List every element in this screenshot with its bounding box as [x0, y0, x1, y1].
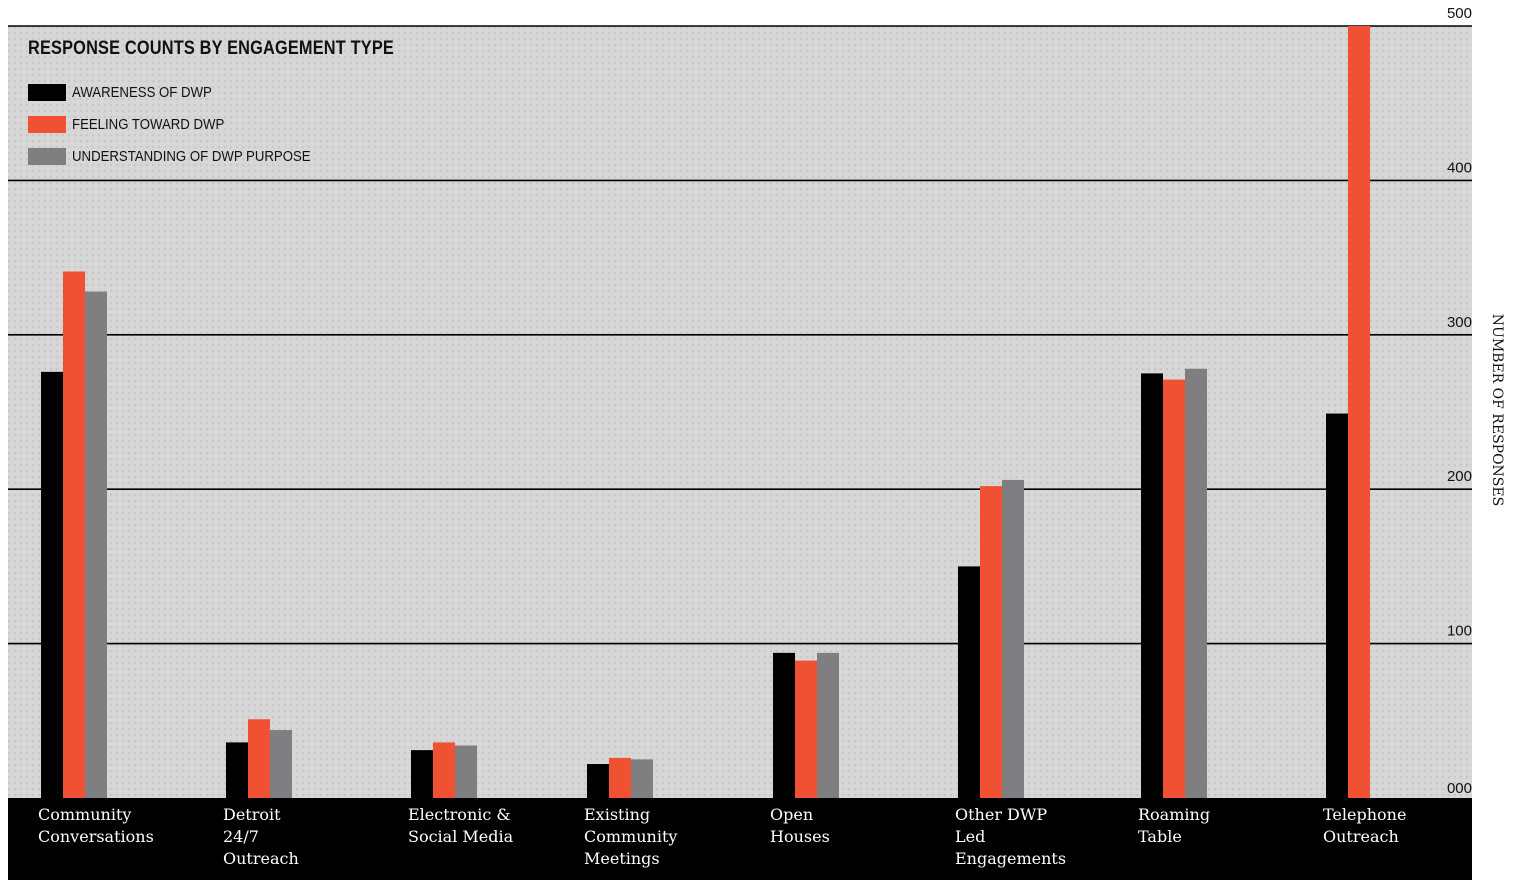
x-tick-label-line: Existing [584, 805, 650, 824]
bar [1141, 373, 1163, 798]
y-axis-label: NUMBER OF RESPONSES [1489, 313, 1505, 507]
x-tick-label-line: Conversations [38, 827, 154, 846]
bar [63, 271, 85, 799]
bar [41, 371, 63, 798]
bar [587, 764, 609, 798]
y-tick-label: 500 [1447, 5, 1472, 22]
bar [817, 652, 839, 798]
bar [226, 742, 248, 798]
x-tick-label-line: Outreach [1323, 827, 1399, 846]
x-tick-label-line: Electronic & [408, 805, 511, 824]
x-tick-label-line: Engagements [955, 849, 1066, 868]
y-tick-label: 200 [1447, 468, 1472, 485]
chart-title: RESPONSE COUNTS BY ENGAGEMENT TYPE [28, 38, 394, 59]
legend-item-understanding: UNDERSTANDING OF DWP PURPOSE [28, 140, 343, 172]
x-tick-label-line: 24/7 [223, 827, 259, 846]
x-tick-label-line: Community [584, 827, 677, 846]
bar [411, 750, 433, 798]
x-tick-label: Telephone Outreach [1323, 805, 1406, 846]
x-tick-label-line: Roaming [1138, 805, 1210, 824]
y-tick-label: 400 [1447, 159, 1472, 176]
background-photo [8, 26, 1472, 798]
x-tick-label-line: Other DWP [955, 805, 1047, 824]
bar [1163, 379, 1185, 798]
x-tick-label-line: Community [38, 805, 131, 824]
y-tick-label: 100 [1447, 623, 1472, 640]
x-tick-label-line: Open [770, 805, 813, 824]
x-axis-band [8, 798, 1472, 880]
legend-label-understanding: UNDERSTANDING OF DWP PURPOSE [72, 147, 311, 165]
legend-swatch-feeling [28, 115, 66, 133]
bar [631, 759, 653, 798]
x-tick-label-line: Led [955, 827, 985, 846]
legend-swatch-understanding [28, 147, 66, 165]
bar [455, 745, 477, 798]
y-tick-label: 000 [1447, 780, 1472, 797]
bar [270, 730, 292, 798]
legend-label-feeling: FEELING TOWARD DWP [72, 115, 225, 133]
bar [1348, 26, 1370, 798]
x-tick-label: Existing Community Meetings [584, 805, 677, 868]
bar [773, 652, 795, 798]
legend-label-awareness: AWARENESS OF DWP [72, 83, 212, 101]
x-tick-label-line: Outreach [223, 849, 299, 868]
legend-item-feeling: FEELING TOWARD DWP [28, 108, 343, 140]
bar [1002, 479, 1024, 798]
legend-item-awareness: AWARENESS OF DWP [28, 76, 343, 108]
x-tick-label: Detroit 24/7 Outreach [223, 805, 299, 868]
x-tick-label: Community Conversations [38, 805, 154, 846]
x-tick-label: Other DWP Led Engagements [955, 805, 1066, 868]
x-tick-label: Electronic & Social Media [408, 805, 514, 846]
x-tick-label-line: Social Media [408, 827, 514, 846]
legend: AWARENESS OF DWP FEELING TOWARD DWP UNDE… [28, 76, 343, 172]
y-tick-label: 300 [1447, 314, 1472, 331]
bar [980, 486, 1002, 798]
x-tick-label: Open Houses [770, 805, 830, 846]
x-tick-label-line: Table [1138, 827, 1182, 846]
bar [85, 291, 107, 798]
legend-swatch-awareness [28, 83, 66, 101]
x-tick-label-line: Houses [770, 827, 830, 846]
bar [609, 757, 631, 798]
x-tick-label-line: Detroit [223, 805, 281, 824]
bar [248, 719, 270, 798]
bar [958, 566, 980, 798]
background-photo-wash [8, 26, 1472, 798]
bar [1326, 413, 1348, 798]
bar [433, 742, 455, 798]
x-tick-label: Roaming Table [1138, 805, 1210, 846]
bar [795, 660, 817, 798]
x-tick-label-line: Telephone [1323, 805, 1406, 824]
bar [1185, 368, 1207, 798]
x-tick-label-line: Meetings [584, 849, 660, 868]
